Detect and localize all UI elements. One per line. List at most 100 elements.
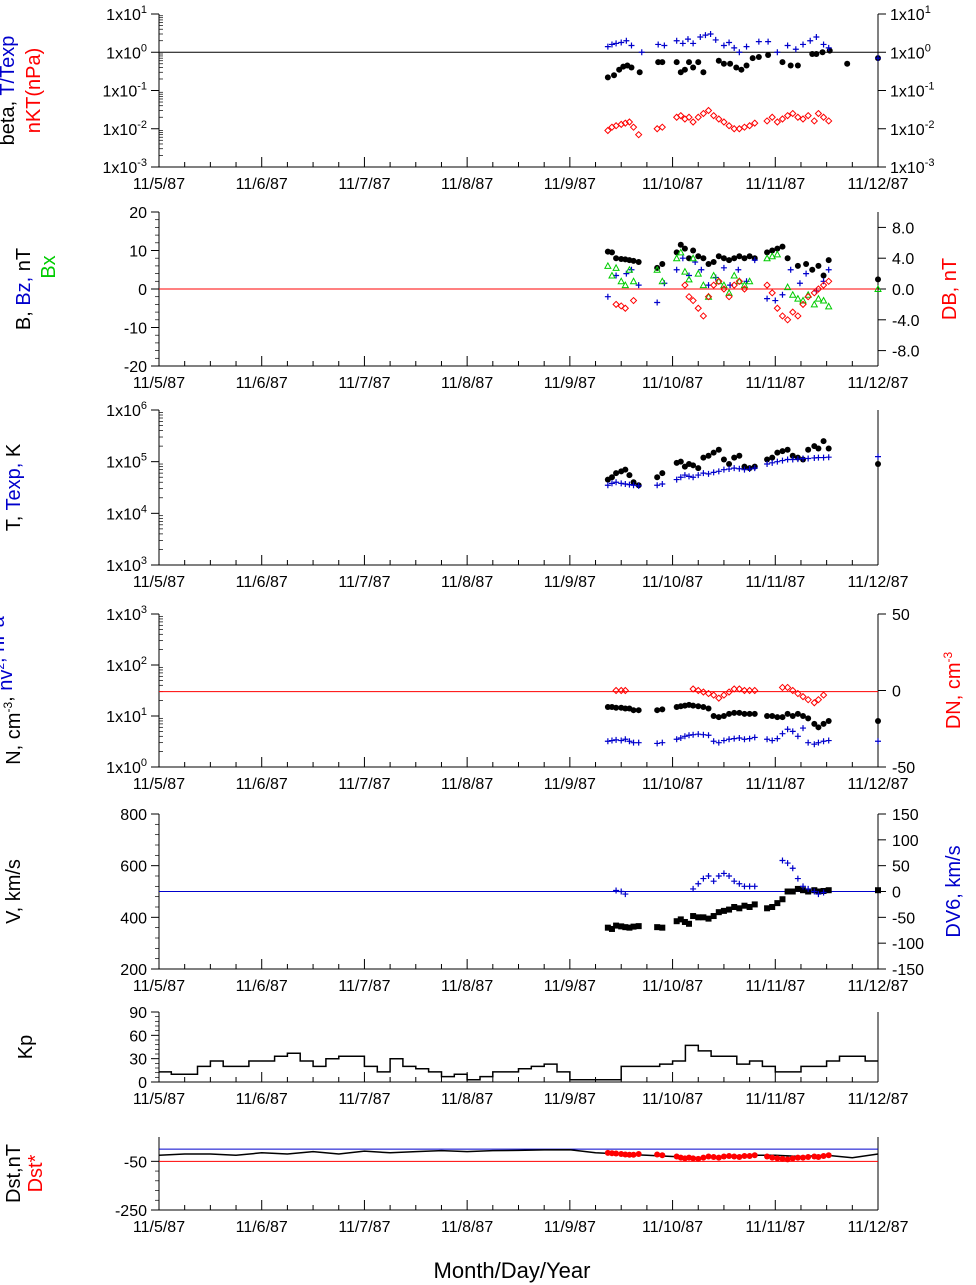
data-point	[630, 257, 637, 264]
data-point	[778, 115, 787, 123]
data-point	[709, 691, 718, 699]
data-point	[784, 726, 791, 733]
data-point	[769, 737, 776, 744]
x-tick-label: 11/9/87	[544, 776, 596, 793]
data-point	[779, 457, 786, 464]
data-point	[661, 42, 668, 49]
data-point	[811, 741, 818, 748]
data-point	[784, 42, 791, 49]
data-point	[604, 704, 611, 711]
y-axis-label-right: DV6, km/s	[943, 845, 965, 937]
data-point	[735, 277, 744, 286]
data-point	[635, 259, 642, 266]
data-point	[805, 1153, 812, 1160]
y-axis-label-2: Bx	[38, 255, 60, 278]
data-point	[705, 470, 712, 477]
data-point	[695, 731, 702, 738]
data-point	[794, 689, 802, 698]
data-point	[820, 41, 827, 48]
data-point	[765, 38, 772, 45]
data-point	[720, 466, 727, 473]
data-point	[726, 906, 733, 913]
data-point	[751, 119, 759, 127]
data-point	[751, 686, 759, 695]
data-point	[875, 453, 881, 460]
y-right-tick-label: 1x10-1	[890, 81, 934, 101]
data-point	[746, 253, 753, 260]
y-tick-label: 10	[129, 244, 147, 261]
data-point	[699, 281, 708, 289]
data-point	[709, 111, 718, 120]
data-point	[700, 704, 707, 711]
data-point	[655, 41, 662, 48]
data-point	[604, 74, 611, 81]
data-point	[844, 60, 851, 67]
data-point	[720, 42, 727, 49]
data-point	[736, 452, 743, 459]
data-point	[720, 907, 727, 914]
data-point	[815, 454, 822, 461]
data-point	[820, 272, 827, 279]
data-point	[720, 713, 727, 719]
data-point	[799, 300, 807, 309]
data-point	[705, 915, 712, 922]
data-point	[736, 880, 743, 887]
data-point	[725, 292, 733, 301]
data-point	[673, 476, 680, 483]
data-point	[811, 720, 818, 727]
data-point	[794, 294, 802, 302]
x-tick-label: 11/6/87	[236, 1091, 288, 1108]
data-point	[751, 257, 758, 264]
data-point	[875, 738, 881, 745]
data-point	[745, 686, 754, 695]
x-tick-label: 11/11/87	[745, 776, 805, 793]
y-tick-label: 60	[129, 1028, 147, 1045]
x-tick-label: 11/12/87	[847, 978, 908, 995]
data-point	[634, 130, 643, 139]
data-point	[804, 111, 812, 120]
data-point	[815, 445, 822, 452]
data-point	[659, 470, 666, 477]
data-point	[705, 452, 712, 459]
data-point	[629, 296, 638, 305]
y-right-tick-label: 1x10-2	[890, 119, 934, 139]
data-point	[622, 480, 629, 487]
series-t	[604, 438, 881, 489]
data-point	[700, 875, 707, 882]
data-point	[740, 285, 749, 293]
data-point	[618, 737, 625, 744]
y-tick-label: 1x100	[106, 42, 147, 62]
x-tick-label: 11/8/87	[441, 176, 493, 193]
data-point	[804, 695, 812, 704]
data-point	[805, 455, 812, 462]
x-tick-label: 11/5/87	[133, 375, 185, 392]
data-point	[715, 277, 723, 286]
data-point	[654, 924, 661, 931]
data-point	[625, 265, 634, 273]
data-point	[720, 737, 727, 744]
data-point	[635, 739, 642, 746]
y-tick-label: -10	[124, 321, 147, 338]
y-tick-label: 1x10-3	[103, 157, 147, 177]
data-point	[741, 710, 748, 717]
data-point	[787, 266, 794, 273]
data-point	[779, 448, 786, 455]
data-point	[764, 249, 771, 256]
data-point	[774, 49, 781, 56]
data-point	[875, 461, 881, 468]
x-tick-label: 11/6/87	[236, 776, 288, 793]
data-point	[751, 1152, 758, 1159]
data-point	[725, 288, 733, 296]
data-point	[628, 64, 635, 71]
data-point	[741, 902, 748, 909]
data-point	[676, 248, 685, 256]
data-point	[726, 257, 733, 264]
data-point	[755, 54, 762, 61]
data-point	[819, 281, 828, 289]
data-point	[726, 873, 733, 879]
x-tick-label: 11/12/87	[847, 574, 908, 591]
data-point	[659, 739, 666, 746]
data-point	[824, 277, 833, 286]
data-point	[800, 887, 807, 894]
data-point	[630, 707, 637, 714]
